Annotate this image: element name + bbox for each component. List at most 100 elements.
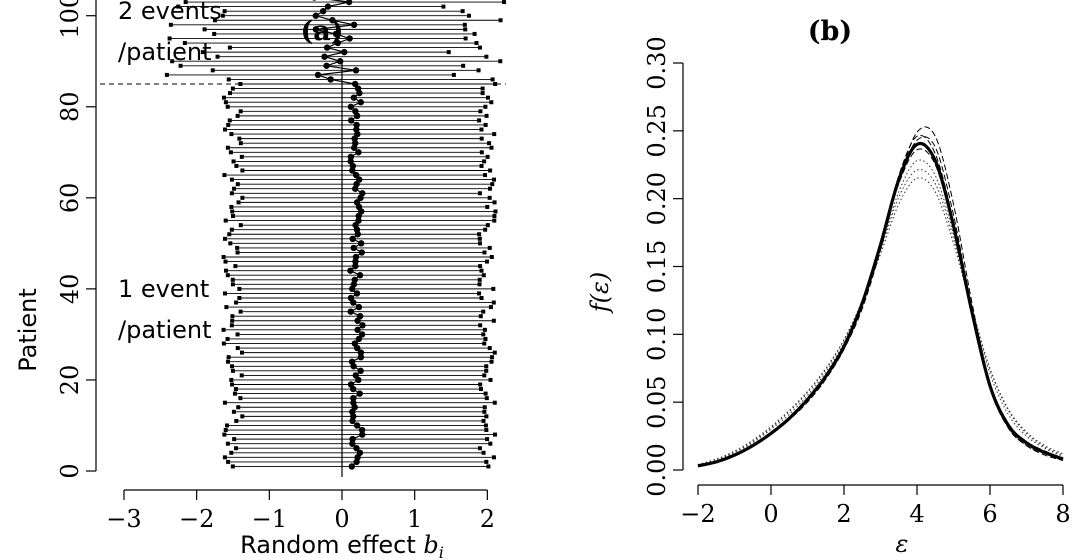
interval-upper-marker bbox=[477, 191, 482, 196]
interval-lower-marker bbox=[222, 9, 227, 14]
interval-upper-marker bbox=[482, 405, 487, 410]
estimate-point bbox=[358, 331, 366, 338]
interval-lower-marker bbox=[222, 291, 227, 296]
interval-upper-marker bbox=[463, 27, 468, 32]
interval-upper-marker bbox=[493, 82, 498, 86]
interval-lower-marker bbox=[229, 377, 234, 382]
interval-lower-marker bbox=[223, 428, 228, 433]
x-tick-label: 2 bbox=[836, 500, 851, 528]
interval-lower-marker bbox=[230, 382, 235, 387]
estimate-point bbox=[359, 431, 366, 438]
interval-lower-marker bbox=[202, 27, 207, 32]
estimate-point bbox=[356, 313, 364, 320]
interval-upper-marker bbox=[478, 323, 483, 328]
interval-upper-marker bbox=[477, 45, 482, 50]
y-tick-label: 0.20 bbox=[643, 172, 671, 225]
interval-upper-marker bbox=[486, 464, 491, 469]
group-label: /patient bbox=[118, 316, 212, 344]
interval-upper-marker bbox=[481, 450, 486, 455]
interval-upper-marker bbox=[482, 373, 487, 378]
panel-a: (a) −3−2−1012020406080100120 > 432 event… bbox=[14, 0, 507, 560]
interval-upper-marker bbox=[479, 127, 484, 132]
density-curves bbox=[697, 126, 1064, 468]
estimate-point bbox=[356, 449, 364, 456]
interval-upper-marker bbox=[492, 432, 497, 437]
interval-upper-marker bbox=[490, 77, 495, 82]
interval-lower-marker bbox=[221, 341, 226, 346]
interval-lower-marker bbox=[231, 409, 236, 414]
interval-lower-marker bbox=[235, 245, 240, 250]
estimate-point bbox=[349, 440, 356, 447]
interval-lower-marker bbox=[227, 118, 232, 123]
estimate-point bbox=[347, 381, 355, 388]
y-tick-label: 0.30 bbox=[643, 36, 671, 89]
interval-lower-marker bbox=[212, 18, 217, 23]
interval-upper-marker bbox=[479, 136, 484, 141]
interval-upper-marker bbox=[492, 400, 497, 405]
interval-upper-marker bbox=[484, 396, 489, 401]
interval-upper-marker bbox=[479, 163, 484, 168]
estimate-point bbox=[351, 276, 358, 283]
estimate-point bbox=[346, 35, 353, 42]
interval-lower-marker bbox=[167, 36, 172, 41]
interval-upper-marker bbox=[485, 437, 490, 442]
interval-upper-marker bbox=[463, 36, 468, 41]
estimate-point bbox=[353, 422, 361, 429]
interval-upper-marker bbox=[490, 182, 495, 187]
interval-upper-marker bbox=[478, 387, 483, 392]
interval-lower-marker bbox=[228, 241, 233, 246]
interval-upper-marker bbox=[487, 141, 492, 146]
estimate-point bbox=[352, 372, 359, 379]
x-tick-label: 1 bbox=[407, 505, 422, 533]
estimate-point bbox=[349, 235, 356, 242]
density-curve-dashed bbox=[697, 136, 1064, 467]
panel-b: (b) −2 0 2 4 6 80.000.050.100.150.200.250.30 … bbox=[586, 16, 1071, 558]
x-tick-label: −2 bbox=[680, 500, 715, 528]
estimate-point bbox=[355, 303, 363, 311]
estimate-point bbox=[354, 85, 362, 92]
interval-upper-marker bbox=[484, 259, 489, 264]
interval-lower-marker bbox=[222, 173, 227, 178]
interval-upper-marker bbox=[502, 0, 507, 5]
interval-lower-marker bbox=[240, 195, 245, 200]
estimate-point bbox=[357, 349, 365, 356]
interval-lower-marker bbox=[222, 400, 227, 405]
interval-upper-marker bbox=[460, 9, 465, 14]
y-tick-label: 0 bbox=[56, 463, 84, 478]
interval-upper-marker bbox=[479, 268, 484, 273]
interval-lower-marker bbox=[227, 45, 232, 50]
interval-lower-marker bbox=[225, 336, 230, 341]
interval-lower-marker bbox=[225, 145, 230, 150]
interval-lower-marker bbox=[234, 300, 239, 305]
estimate-point bbox=[348, 463, 356, 470]
interval-upper-marker bbox=[491, 318, 496, 323]
interval-upper-marker bbox=[481, 273, 486, 278]
interval-lower-marker bbox=[221, 327, 226, 332]
interval-upper-marker bbox=[492, 200, 497, 205]
estimate-point bbox=[359, 190, 366, 197]
interval-upper-marker bbox=[477, 446, 482, 451]
estimate-point bbox=[354, 326, 361, 334]
interval-upper-marker bbox=[488, 377, 493, 382]
estimate-point bbox=[345, 0, 353, 6]
interval-upper-marker bbox=[489, 100, 494, 105]
y-tick-label: 20 bbox=[56, 365, 84, 396]
estimate-point bbox=[347, 308, 354, 315]
interval-lower-marker bbox=[236, 200, 241, 205]
panel-a-ylabel: Patient bbox=[14, 288, 42, 372]
estimate-point bbox=[352, 171, 360, 179]
estimate-point bbox=[355, 149, 362, 156]
interval-lower-marker bbox=[229, 191, 234, 196]
estimate-point bbox=[357, 240, 365, 247]
interval-lower-marker bbox=[238, 141, 243, 146]
interval-lower-marker bbox=[229, 227, 234, 232]
interval-lower-marker bbox=[235, 346, 240, 351]
interval-upper-marker bbox=[480, 86, 485, 91]
interval-upper-marker bbox=[491, 455, 496, 460]
y-tick-label: 100 bbox=[56, 0, 84, 39]
interval-lower-marker bbox=[228, 150, 233, 155]
x-tick-label: 0 bbox=[763, 500, 778, 528]
interval-lower-marker bbox=[234, 418, 239, 423]
interval-lower-marker bbox=[168, 22, 173, 27]
